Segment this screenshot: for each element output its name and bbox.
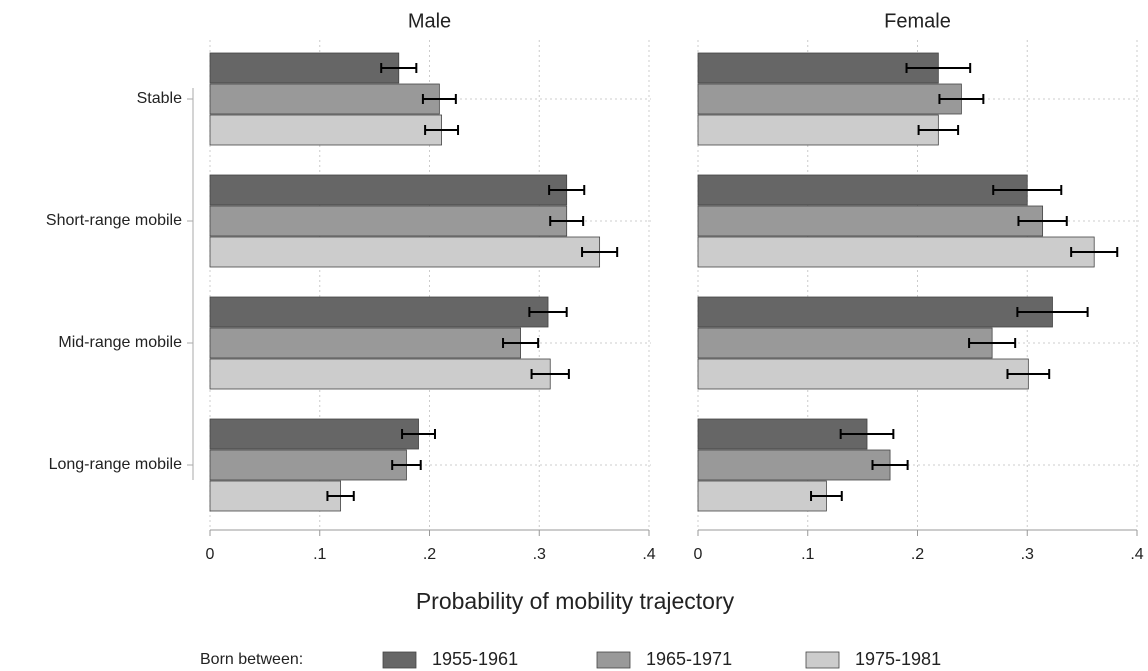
error-bar — [1016, 307, 1089, 317]
x-tick-label: .3 — [1021, 546, 1034, 563]
bar — [209, 174, 568, 206]
x-tick-label: .2 — [423, 546, 436, 563]
bar — [697, 83, 962, 115]
bar — [697, 52, 939, 84]
error-bar — [530, 369, 570, 379]
error-bar — [839, 429, 895, 439]
bar — [697, 236, 1095, 268]
error-bar — [1017, 216, 1068, 226]
bar — [697, 296, 1053, 328]
bar — [209, 236, 601, 268]
error-bar — [380, 63, 418, 73]
error-bar — [401, 429, 436, 439]
error-bar — [548, 185, 586, 195]
legend-label: 1955-1961 — [432, 649, 518, 669]
bar — [209, 449, 407, 481]
x-axis-label: Probability of mobility trajectory — [416, 588, 735, 614]
panel-title: Female — [884, 10, 951, 32]
panel-title: Male — [408, 10, 451, 32]
y-tick-label: Stable — [137, 90, 182, 107]
x-tick-label: .1 — [801, 546, 814, 563]
legend-label: 1975-1981 — [855, 649, 941, 669]
x-tick-label: 0 — [206, 546, 215, 563]
x-tick-label: .2 — [911, 546, 924, 563]
x-tick-label: .1 — [313, 546, 326, 563]
error-bar — [424, 125, 460, 135]
x-tick-label: .4 — [1130, 546, 1143, 563]
bar — [209, 205, 568, 237]
y-tick-label: Mid-range mobile — [58, 334, 182, 351]
error-bar — [1070, 247, 1119, 257]
error-bar — [528, 307, 568, 317]
error-bar — [992, 185, 1063, 195]
bar — [209, 114, 442, 146]
error-bar — [938, 94, 985, 104]
bar — [209, 52, 400, 84]
error-bar — [581, 247, 619, 257]
x-tick-label: .4 — [642, 546, 655, 563]
error-bar — [326, 491, 355, 501]
error-bar — [871, 460, 909, 470]
bar — [697, 449, 891, 481]
legend-swatch — [596, 651, 631, 669]
bar — [209, 358, 551, 390]
x-tick-label: .3 — [533, 546, 546, 563]
y-tick-label: Short-range mobile — [46, 212, 182, 229]
bar — [697, 480, 827, 512]
error-bar — [502, 338, 540, 348]
bar — [209, 480, 342, 512]
error-bar — [549, 216, 585, 226]
x-tick-label: 0 — [694, 546, 703, 563]
bar — [697, 205, 1044, 237]
bar — [697, 358, 1029, 390]
error-bar — [917, 125, 960, 135]
legend-swatch — [805, 651, 840, 669]
bar — [209, 296, 549, 328]
legend-swatch — [382, 651, 417, 669]
error-bar — [1006, 369, 1051, 379]
y-tick-label: Long-range mobile — [49, 456, 183, 473]
bar — [697, 327, 993, 359]
error-bar — [968, 338, 1017, 348]
error-bar — [391, 460, 422, 470]
bar — [697, 114, 939, 146]
bar — [209, 327, 521, 359]
error-bar — [810, 491, 843, 501]
bar — [697, 418, 868, 450]
error-bar — [421, 94, 457, 104]
legend-title: Born between: — [200, 651, 303, 668]
error-bar — [905, 63, 972, 73]
bar — [697, 174, 1028, 206]
legend-label: 1965-1971 — [646, 649, 732, 669]
bar — [209, 83, 440, 115]
bar — [209, 418, 419, 450]
